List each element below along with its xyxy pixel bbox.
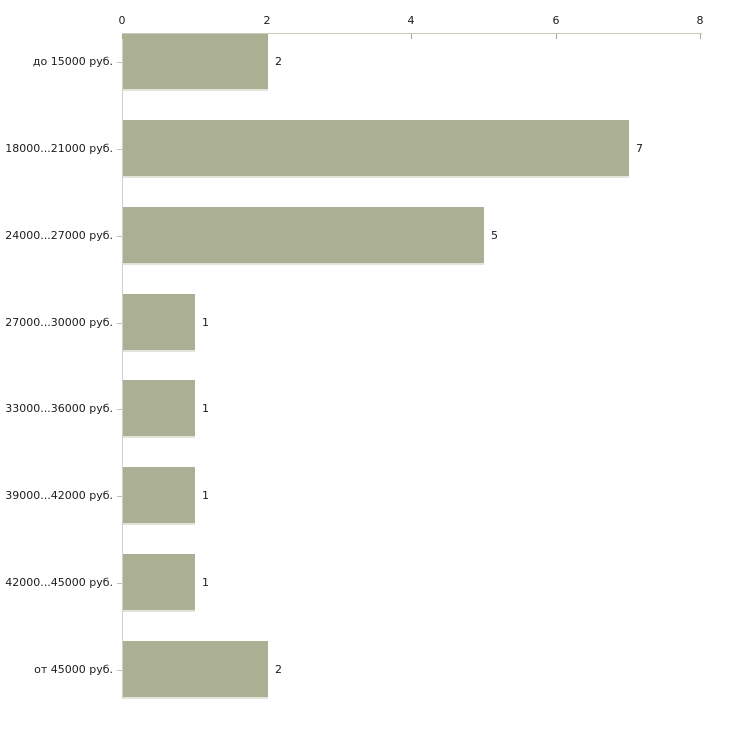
x-tick-label: 6 — [552, 14, 560, 27]
bar — [123, 380, 195, 438]
category-label: 27000...30000 руб. — [5, 316, 113, 329]
x-tick-mark — [700, 34, 701, 39]
x-tick-label: 0 — [118, 14, 126, 27]
bar — [123, 467, 195, 525]
bar — [123, 554, 195, 612]
y-axis-line — [122, 33, 123, 699]
x-tick-label: 2 — [263, 14, 271, 27]
x-tick-mark — [556, 34, 557, 39]
value-label: 7 — [636, 142, 643, 155]
value-label: 2 — [275, 55, 282, 68]
y-tick-mark — [117, 583, 122, 584]
x-tick-label: 8 — [696, 14, 704, 27]
x-tick-mark — [122, 34, 123, 39]
value-label: 2 — [275, 663, 282, 676]
y-tick-mark — [117, 62, 122, 63]
y-tick-mark — [117, 149, 122, 150]
category-label: 42000...45000 руб. — [5, 576, 113, 589]
value-label: 1 — [202, 576, 209, 589]
bar — [123, 120, 629, 178]
x-axis-line — [122, 33, 702, 34]
x-tick-label: 4 — [407, 14, 415, 27]
y-tick-mark — [117, 496, 122, 497]
bar — [123, 294, 195, 352]
category-label: 24000...27000 руб. — [5, 229, 113, 242]
y-tick-mark — [117, 409, 122, 410]
bar — [123, 207, 484, 265]
x-tick-mark — [411, 34, 412, 39]
value-label: 5 — [491, 229, 498, 242]
bar — [123, 33, 268, 91]
y-tick-mark — [117, 236, 122, 237]
value-label: 1 — [202, 402, 209, 415]
y-tick-mark — [117, 670, 122, 671]
category-label: 33000...36000 руб. — [5, 402, 113, 415]
value-label: 1 — [202, 316, 209, 329]
y-tick-mark — [117, 323, 122, 324]
value-label: 1 — [202, 489, 209, 502]
x-tick-mark — [267, 34, 268, 39]
category-label: 39000...42000 руб. — [5, 489, 113, 502]
category-label: 18000...21000 руб. — [5, 142, 113, 155]
bar — [123, 641, 268, 699]
category-label: до 15000 руб. — [32, 55, 113, 68]
category-label: от 45000 руб. — [34, 663, 113, 676]
